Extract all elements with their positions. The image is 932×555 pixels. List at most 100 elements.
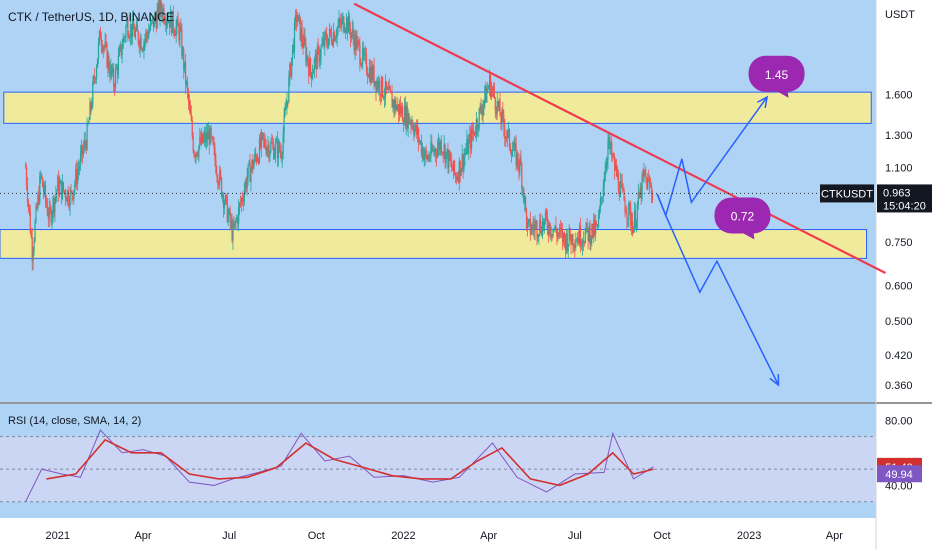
- candle-body: [565, 233, 567, 250]
- candle-body: [33, 241, 35, 251]
- candle-body: [123, 37, 125, 39]
- candle-body: [524, 196, 526, 203]
- candle-body: [369, 67, 371, 83]
- candle-body: [281, 153, 283, 160]
- candle-body: [453, 160, 455, 171]
- candle-body: [330, 33, 333, 43]
- support-zone-upper: [3, 91, 872, 124]
- candle-body: [164, 21, 166, 23]
- candle-body: [189, 105, 191, 115]
- candle-body: [642, 174, 644, 176]
- candle-body: [523, 188, 525, 203]
- candle-body: [49, 207, 51, 209]
- candle-body: [559, 227, 561, 234]
- candle-body: [294, 14, 297, 22]
- candle-body: [181, 29, 183, 57]
- candle-body: [397, 104, 399, 108]
- candle-body: [478, 108, 480, 129]
- candle-body: [605, 165, 607, 170]
- candle-body: [283, 115, 285, 135]
- candle-body: [26, 185, 29, 202]
- candle-body: [212, 137, 214, 145]
- candle-body: [43, 184, 46, 193]
- candle-body: [295, 14, 298, 22]
- candle-body: [261, 133, 263, 134]
- candle-body: [561, 230, 564, 242]
- candle-body: [536, 221, 538, 238]
- candle-body: [445, 151, 447, 164]
- candle-body: [323, 39, 325, 47]
- candle-body: [269, 151, 271, 158]
- candle-body: [384, 81, 387, 97]
- candle-body: [340, 22, 342, 26]
- candle-body: [490, 89, 493, 97]
- candle-body: [326, 34, 328, 43]
- candle-body: [560, 229, 563, 231]
- candle-body: [587, 228, 589, 241]
- candle-body: [554, 225, 556, 230]
- callout-label: 0.72: [731, 209, 755, 223]
- candle-body: [109, 70, 111, 77]
- candle-body: [79, 153, 82, 166]
- candle-body: [516, 152, 518, 166]
- candle-body: [321, 43, 323, 47]
- candle-body: [471, 128, 474, 135]
- candle-body: [601, 197, 603, 199]
- candle-body: [437, 141, 440, 148]
- candle-body: [143, 41, 145, 51]
- symbol-badge: [820, 184, 874, 203]
- candle-body: [527, 219, 530, 223]
- candle-body: [463, 156, 465, 170]
- candle-body: [233, 224, 235, 227]
- candle-body: [188, 101, 191, 106]
- candle-body: [628, 202, 630, 219]
- candle-body: [147, 35, 149, 39]
- candle-body: [576, 241, 578, 243]
- candle-body: [128, 36, 130, 38]
- candle-body: [131, 24, 133, 38]
- candle-body: [31, 236, 33, 261]
- candle-body: [444, 144, 446, 164]
- candle-body: [24, 167, 27, 169]
- candle-body: [569, 228, 571, 240]
- candle-body: [115, 67, 118, 69]
- candle-body: [648, 177, 650, 180]
- last-price-text: 0.963: [883, 187, 911, 199]
- candle-body: [338, 19, 340, 26]
- candle-body: [365, 54, 368, 73]
- candle-body: [298, 15, 300, 17]
- candle-body: [373, 66, 375, 86]
- candle-body: [86, 123, 88, 150]
- candle-body: [91, 104, 93, 109]
- candle-body: [619, 181, 621, 197]
- candle-body: [584, 231, 586, 243]
- candle-body: [499, 100, 501, 117]
- candle-body: [452, 167, 454, 171]
- candle-body: [154, 14, 156, 19]
- candle-body: [492, 87, 495, 90]
- candle-body: [213, 144, 215, 148]
- candle-body: [531, 224, 533, 231]
- candle-body: [237, 217, 239, 224]
- candle-body: [526, 222, 529, 229]
- candle-body: [479, 105, 481, 109]
- candle-body: [405, 105, 407, 127]
- candle-body: [328, 29, 331, 39]
- candle-body: [210, 128, 212, 137]
- time-tick-label: Oct: [653, 530, 670, 542]
- candle-body: [379, 80, 381, 95]
- candle-body: [60, 180, 62, 184]
- candle-body: [311, 73, 314, 80]
- candle-body: [641, 174, 643, 199]
- candle-body: [41, 174, 43, 178]
- candle-body: [158, 2, 160, 18]
- support-zone-lower: [0, 229, 868, 259]
- candle-body: [361, 63, 363, 66]
- candle-body: [557, 233, 559, 238]
- candle-body: [78, 165, 81, 169]
- candle-body: [199, 136, 201, 146]
- candle-body: [382, 96, 385, 99]
- candle-body: [589, 225, 591, 245]
- candle-body: [256, 159, 259, 162]
